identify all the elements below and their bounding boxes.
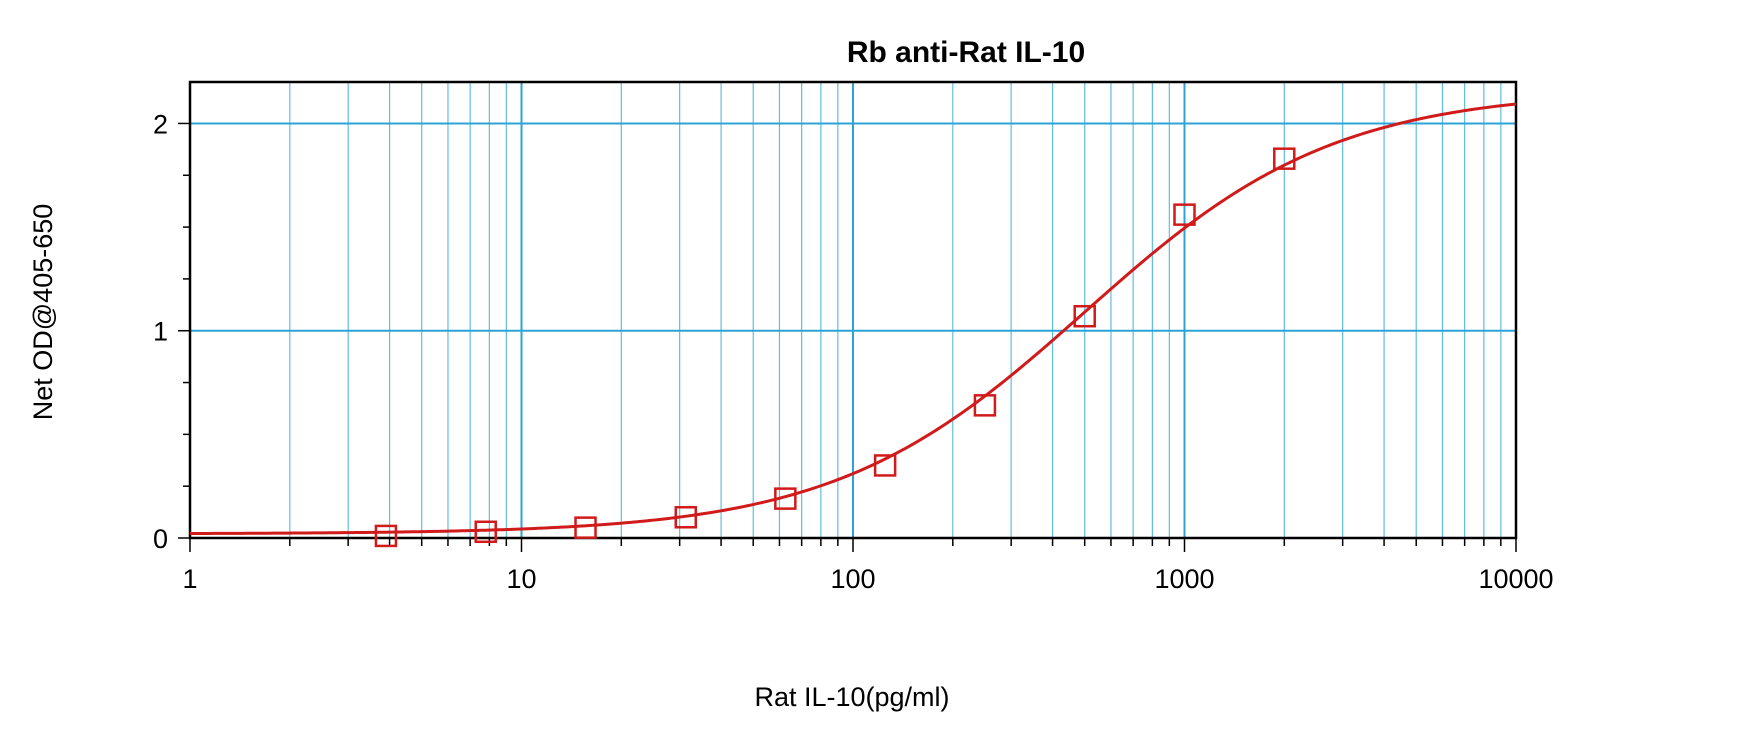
data-point — [774, 487, 797, 510]
x-tick-label: 100 — [830, 564, 875, 594]
y-tick-label: 0 — [153, 524, 168, 554]
data-points — [374, 147, 1296, 548]
data-point — [574, 516, 597, 539]
y-tick-label: 1 — [153, 317, 168, 347]
x-axis-label: Rat IL-10(pg/ml) — [754, 682, 949, 712]
data-point — [374, 524, 398, 548]
data-point — [1173, 203, 1196, 226]
y-tick-label: 2 — [153, 109, 168, 139]
x-tick-label: 10 — [506, 564, 536, 594]
y-tick-labels: 0 1 2 — [153, 109, 168, 554]
x-tick-label: 10000 — [1478, 564, 1553, 594]
grid-lines — [190, 82, 1516, 538]
data-point — [1073, 304, 1096, 328]
chart-title: Rb anti-Rat IL-10 — [847, 36, 1085, 69]
data-point — [973, 394, 997, 417]
y-axis-label: Net OD@405-650 — [28, 204, 58, 421]
data-point — [674, 506, 698, 529]
axis-ticks — [178, 122, 1517, 552]
x-tick-label: 1000 — [1154, 564, 1214, 594]
x-tick-labels: 1 10 100 1000 10000 — [182, 564, 1553, 594]
data-point — [873, 454, 897, 477]
x-tick-label: 1 — [182, 564, 197, 594]
data-point — [1273, 147, 1296, 170]
data-point — [474, 520, 497, 544]
